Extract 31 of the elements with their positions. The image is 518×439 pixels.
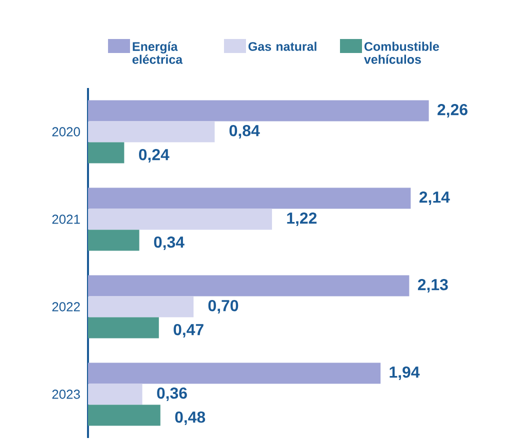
data-label: 0,24: [139, 148, 170, 163]
y-tick-label: 2022: [52, 302, 80, 312]
legend-label: Energía eléctrica: [132, 42, 183, 64]
data-label: 0,48: [175, 411, 206, 426]
bar: [88, 188, 411, 209]
data-label: 2,13: [418, 278, 448, 293]
bar: [88, 384, 142, 405]
bar: [88, 100, 429, 122]
data-label: 0,47: [174, 324, 204, 338]
bar: [88, 362, 381, 384]
data-label: 0,84: [230, 124, 260, 139]
bar: [88, 317, 159, 338]
bar: [88, 404, 160, 426]
y-tick-label: 2020: [52, 127, 80, 136]
data-label: 0,34: [154, 236, 184, 250]
bar: [88, 275, 410, 296]
bar: [88, 208, 272, 230]
y-tick-label: 2023: [52, 390, 80, 399]
bar: [88, 296, 194, 318]
bar: [88, 121, 215, 142]
data-label: 2,14: [419, 191, 450, 206]
legend-label: Gas natural: [248, 42, 316, 51]
bar: [88, 142, 124, 164]
y-tick-label: 2021: [52, 214, 80, 224]
legend-label: Combustible vehículos: [364, 42, 439, 64]
bar: [88, 230, 140, 251]
data-label: 1,94: [390, 366, 420, 380]
data-label: 2,26: [438, 104, 468, 118]
data-label: 0,36: [157, 387, 187, 402]
data-label: 1,22: [287, 212, 317, 226]
data-label: 0,70: [208, 300, 238, 314]
